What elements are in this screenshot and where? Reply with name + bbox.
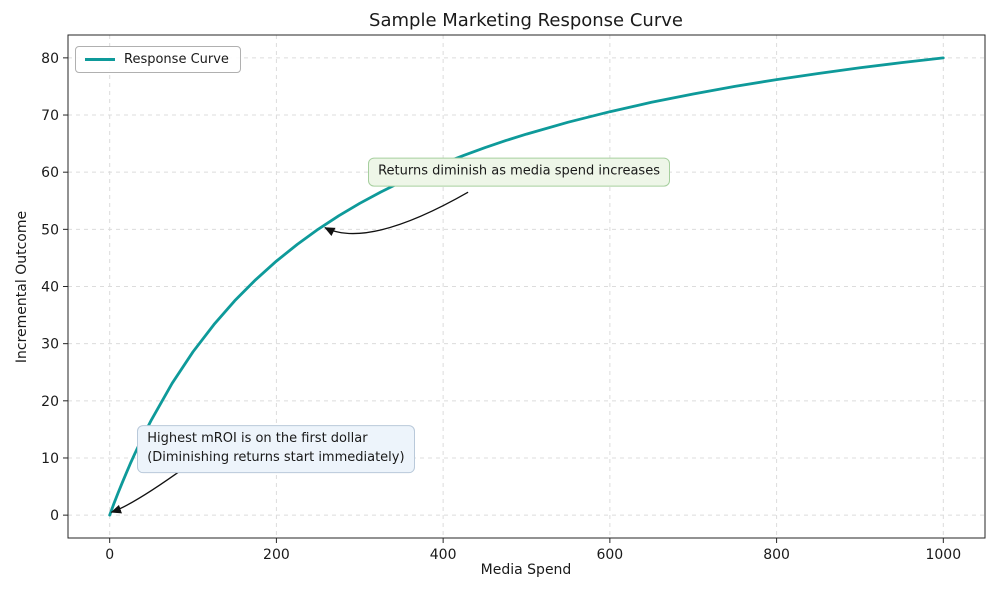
chart-title: Sample Marketing Response Curve [369,10,683,31]
axes-layer: 0 200 400 600 800 1000 0 10 20 30 40 50 60 70 80 [41,34,986,563]
x-tick-label: 600 [596,547,623,563]
x-axis-label: Media Spend [480,562,572,578]
annotation-arrow-layer [110,191,469,514]
y-tick-label: 70 [41,108,59,124]
x-tick-label: 1000 [925,547,961,563]
y-tick-label: 30 [41,337,59,353]
y-tick-label: 60 [41,165,59,181]
y-axis-label: Incremental Outcome [14,210,30,364]
annotation-highest-mroi: Highest mROI is on the first dollar (Dim… [137,425,415,474]
legend: Response Curve [75,46,241,73]
series-layer [108,56,945,517]
y-tick-label: 80 [41,51,59,67]
annotation-arrow [324,191,469,237]
annotation-text-line-2: (Diminishing returns start immediately) [147,450,405,466]
annotation-diminishing-returns: Returns diminish as media spend increase… [368,157,670,187]
x-tick-label: 0 [105,547,114,563]
x-tick-label: 200 [263,547,290,563]
legend-label: Response Curve [124,52,229,67]
annotation-text: Returns diminish as media spend increase… [378,163,660,179]
y-tick-label: 0 [50,508,59,524]
y-tick-label: 20 [41,394,59,410]
x-tick-label: 800 [763,547,790,563]
annotation-text-line-1: Highest mROI is on the first dollar [147,431,368,447]
y-tick-label: 10 [41,451,59,467]
y-tick-label: 50 [41,222,59,238]
annotation-arrow [110,467,186,514]
x-tick-label: 400 [430,547,457,563]
legend-line-sample-icon [85,58,115,61]
grid-layer [68,35,985,538]
response-curve-line [108,56,945,517]
y-tick-label: 40 [41,280,59,296]
